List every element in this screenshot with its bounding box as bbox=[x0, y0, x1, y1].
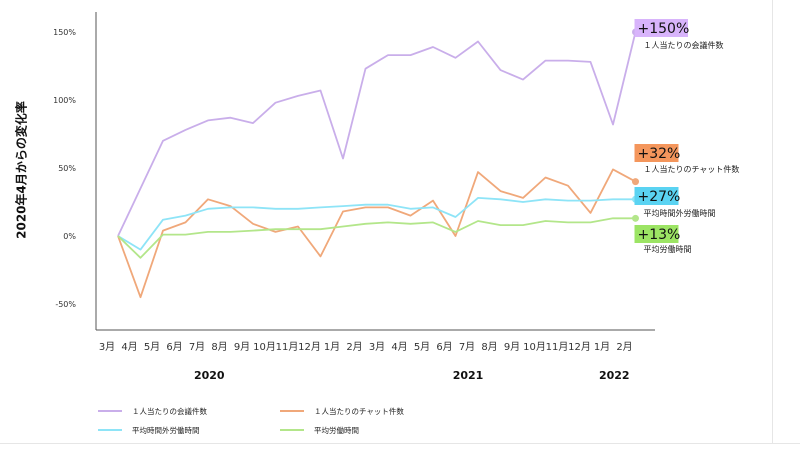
change-badge: +27% bbox=[638, 189, 681, 205]
x-tick-label: 3月 bbox=[99, 341, 115, 353]
x-ticks: 3月 4月 5月 6月 7月 8月 9月 10月 11月 12月 1月 2月 3月 4月 5月 6月 7月 8月 9… bbox=[99, 341, 633, 353]
x-tick-label: 2月 bbox=[616, 341, 632, 353]
series-end-markers: +150% １人当たりの会議件数 +32% １人当たりのチャット件数 +27% 平均時間外… bbox=[632, 19, 739, 254]
x-tick-label: 8月 bbox=[481, 341, 497, 353]
y-tick-label: -50% bbox=[55, 300, 76, 309]
series-line bbox=[117, 217, 636, 259]
x-tick-label: 2月 bbox=[346, 341, 362, 353]
series-end-label: 平均労働時間 bbox=[644, 244, 692, 254]
y-ticks: -50% 0% 50% 100% 150% bbox=[53, 28, 76, 309]
series-end-label: １人当たりのチャット件数 bbox=[644, 164, 740, 174]
y-tick-label: 50% bbox=[58, 164, 76, 173]
series-end-label: 平均時間外労働時間 bbox=[644, 208, 716, 218]
x-tick-label: 11月 bbox=[276, 341, 299, 353]
series-end-point bbox=[632, 214, 639, 222]
y-axis-label: 2020年4月からの変化率 bbox=[14, 101, 29, 239]
x-tick-label: 7月 bbox=[459, 341, 475, 353]
x-tick-label: 8月 bbox=[211, 341, 227, 353]
series-end-label: １人当たりの会議件数 bbox=[644, 40, 724, 50]
divider bbox=[0, 443, 800, 444]
x-tick-label: 1月 bbox=[324, 341, 340, 353]
series-line bbox=[117, 31, 637, 237]
x-tick-label: 7月 bbox=[189, 341, 205, 353]
year-label: 2020 bbox=[194, 369, 225, 382]
series-end-point bbox=[632, 178, 639, 186]
x-tick-label: 3月 bbox=[369, 341, 385, 353]
x-tick-label: 12月 bbox=[298, 341, 321, 353]
divider bbox=[772, 0, 773, 443]
y-tick-label: 100% bbox=[53, 96, 76, 105]
y-tick-label: 150% bbox=[53, 28, 76, 37]
change-badge-bg bbox=[634, 187, 679, 205]
x-tick-label: 11月 bbox=[546, 341, 569, 353]
chart-axes bbox=[95, 12, 655, 331]
series-line bbox=[117, 168, 636, 299]
legend-label: 平均労働時間 bbox=[314, 425, 359, 435]
legend-label: １人当たりのチャット件数 bbox=[314, 406, 404, 416]
x-tick-label: 12月 bbox=[568, 341, 591, 353]
series-line bbox=[117, 196, 636, 251]
x-tick-label: 9月 bbox=[234, 341, 250, 353]
x-tick-label: 10月 bbox=[253, 341, 276, 353]
change-badge-bg bbox=[634, 19, 688, 37]
change-badge-bg bbox=[634, 144, 679, 162]
x-tick-label: 6月 bbox=[436, 341, 452, 353]
change-badge: +13% bbox=[638, 227, 681, 243]
series-lines bbox=[117, 31, 637, 299]
x-tick-label: 9月 bbox=[504, 341, 520, 353]
year-labels: 2020 2021 2022 bbox=[194, 369, 630, 382]
y-axis-label-wrap: 2020年4月からの変化率 bbox=[6, 40, 36, 300]
x-tick-label: 10月 bbox=[523, 341, 546, 353]
year-label: 2021 bbox=[453, 369, 484, 382]
x-tick-label: 5月 bbox=[414, 341, 430, 353]
legend-label: 平均時間外労働時間 bbox=[132, 425, 200, 435]
year-label: 2022 bbox=[599, 369, 630, 382]
change-badge-bg bbox=[634, 225, 679, 243]
x-tick-label: 6月 bbox=[166, 341, 182, 353]
x-tick-label: 1月 bbox=[594, 341, 610, 353]
legend-label: １人当たりの会議件数 bbox=[132, 406, 207, 416]
y-tick-label: 0% bbox=[63, 232, 76, 241]
change-badge: +150% bbox=[638, 21, 690, 37]
x-tick-label: 5月 bbox=[144, 341, 160, 353]
x-tick-label: 4月 bbox=[391, 341, 407, 353]
x-tick-label: 4月 bbox=[121, 341, 137, 353]
change-badge: +32% bbox=[638, 146, 681, 162]
